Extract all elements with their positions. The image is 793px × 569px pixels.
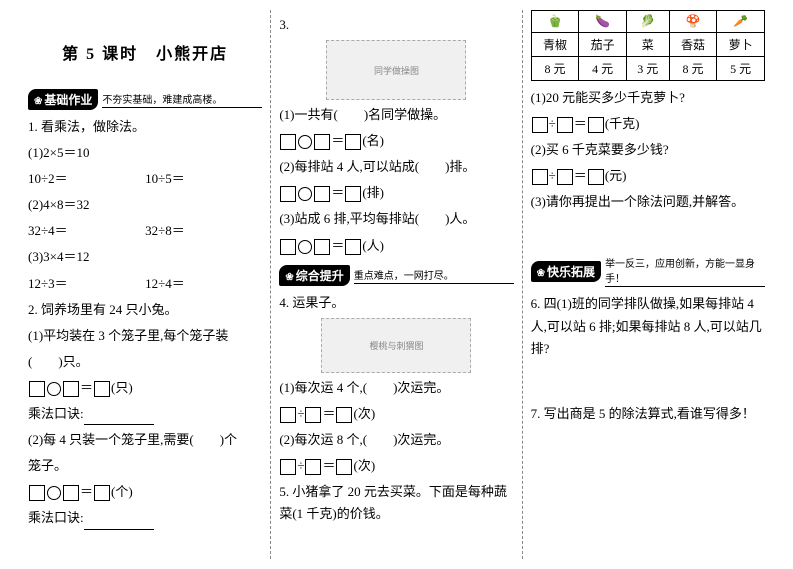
q3-num: 3. — [279, 14, 513, 36]
q3-b1: ＝(名) — [279, 130, 513, 152]
veg-name: 茄子 — [579, 33, 627, 57]
q4-title: 4. 运果子。 — [279, 292, 513, 314]
q2-boxes1: ＝(只) — [28, 377, 262, 399]
column-1: 第 5 课时 小熊开店 基础作业 不夯实基础，难建成高楼。 1. 看乘法，做除法… — [20, 10, 271, 559]
veg-icon: 🫑 — [531, 11, 579, 33]
q2-p1b: ( )只。 — [28, 351, 262, 373]
q6: 6. 四(1)班的同学排队做操,如果每排站 4 人,可以站 6 排;如果每排站 … — [531, 293, 765, 359]
veg-icon: 🍄 — [669, 11, 717, 33]
unit: (个) — [111, 484, 133, 499]
unit: (人) — [362, 238, 384, 253]
unit: (次) — [353, 458, 375, 473]
veg-price: 8 元 — [669, 57, 717, 81]
q2-p1a: (1)平均装在 3 个笼子里,每个笼子装 — [28, 325, 262, 347]
veg-icon: 🥕 — [717, 11, 765, 33]
q2-p2b: 笼子。 — [28, 455, 262, 477]
veg-name: 香菇 — [669, 33, 717, 57]
q4-p1: (1)每次运 4 个,( )次运完。 — [279, 377, 513, 399]
fruit-image: 樱桃与刺猬图 — [321, 318, 471, 373]
eq: 10÷2＝ — [28, 168, 145, 190]
q5-p3: (3)请你再提出一个除法问题,并解答。 — [531, 191, 765, 213]
eq: 10÷5＝ — [145, 168, 262, 190]
q4-b1: ÷＝(次) — [279, 403, 513, 425]
q2-title: 2. 饲养场里有 24 只小兔。 — [28, 299, 262, 321]
unit: (千克) — [605, 116, 640, 131]
unit: (元) — [605, 168, 627, 183]
veg-price: 3 元 — [626, 57, 669, 81]
veg-name: 萝卜 — [717, 33, 765, 57]
q7: 7. 写出商是 5 的除法算式,看谁写得多！ — [531, 403, 765, 425]
unit: (名) — [362, 133, 384, 148]
q3-b2: ＝(排) — [279, 182, 513, 204]
q1-title: 1. 看乘法，做除法。 — [28, 116, 262, 138]
q2-mul1: 乘法口诀: — [28, 403, 262, 425]
q3-p3: (3)站成 6 排,平均每排站( )人。 — [279, 208, 513, 230]
lesson-title: 第 5 课时 小熊开店 — [28, 40, 262, 64]
basic-tagline: 不夯实基础，难建成高楼。 — [102, 91, 262, 108]
q5-b1: ÷＝(千克) — [531, 113, 765, 135]
q4-b2: ÷＝(次) — [279, 455, 513, 477]
column-2: 3. 同学做操图 (1)一共有( )名同学做操。 ＝(名) (2)每排站 4 人… — [271, 10, 522, 559]
students-image: 同学做操图 — [326, 40, 466, 100]
q2-p2a: (2)每 4 只装一个笼子里,需要( )个 — [28, 429, 262, 451]
table-row: 🫑 🍆 🥬 🍄 🥕 — [531, 11, 764, 33]
column-3: 🫑 🍆 🥬 🍄 🥕 青椒 茄子 菜 香菇 萝卜 8 元 4 元 3 元 8 元 … — [523, 10, 773, 559]
table-row: 青椒 茄子 菜 香菇 萝卜 — [531, 33, 764, 57]
unit: (次) — [353, 406, 375, 421]
unit: (只) — [111, 380, 133, 395]
q5-title: 5. 小猪拿了 20 元去买菜。下面是每种蔬菜(1 千克)的价钱。 — [279, 481, 513, 525]
eq: 12÷4＝ — [145, 273, 262, 295]
q3-p2: (2)每排站 4 人,可以站成( )排。 — [279, 156, 513, 178]
q5-p1: (1)20 元能买多少千克萝卜? — [531, 87, 765, 109]
q5-p2: (2)买 6 千克菜要多少钱? — [531, 139, 765, 161]
basic-badge: 基础作业 — [28, 89, 98, 110]
veg-price: 4 元 — [579, 57, 627, 81]
veg-icon: 🥬 — [626, 11, 669, 33]
veg-icon: 🍆 — [579, 11, 627, 33]
ext-tagline: 举一反三，应用创新，方能一显身手！ — [605, 255, 765, 287]
q1-2-eqs: 32÷4＝ 32÷8＝ — [28, 220, 262, 242]
q3-b3: ＝(人) — [279, 235, 513, 257]
veg-price-table: 🫑 🍆 🥬 🍄 🥕 青椒 茄子 菜 香菇 萝卜 8 元 4 元 3 元 8 元 … — [531, 10, 765, 81]
section-ext-header: 快乐拓展 举一反三，应用创新，方能一显身手！ — [531, 255, 765, 287]
section-synth-header: 综合提升 重点难点，一网打尽。 — [279, 265, 513, 286]
veg-price: 5 元 — [717, 57, 765, 81]
synth-badge: 综合提升 — [279, 265, 349, 286]
q4-p2: (2)每次运 8 个,( )次运完。 — [279, 429, 513, 451]
unit: (排) — [362, 185, 384, 200]
eq: 12÷3＝ — [28, 273, 145, 295]
q2-boxes2: ＝(个) — [28, 481, 262, 503]
q1-1-eqs: 10÷2＝ 10÷5＝ — [28, 168, 262, 190]
veg-name: 青椒 — [531, 33, 579, 57]
section-basic-header: 基础作业 不夯实基础，难建成高楼。 — [28, 89, 262, 110]
q2-mul2: 乘法口诀: — [28, 507, 262, 529]
q1-3-eqs: 12÷3＝ 12÷4＝ — [28, 273, 262, 295]
veg-price: 8 元 — [531, 57, 579, 81]
q1-3p: (3)3×4＝12 — [28, 246, 262, 268]
eq: 32÷4＝ — [28, 220, 145, 242]
ext-badge: 快乐拓展 — [531, 261, 601, 282]
q5-b2: ÷＝(元) — [531, 165, 765, 187]
q1-2p: (2)4×8＝32 — [28, 194, 262, 216]
q3-p1: (1)一共有( )名同学做操。 — [279, 104, 513, 126]
table-row: 8 元 4 元 3 元 8 元 5 元 — [531, 57, 764, 81]
synth-tagline: 重点难点，一网打尽。 — [354, 267, 514, 284]
eq: 32÷8＝ — [145, 220, 262, 242]
veg-name: 菜 — [626, 33, 669, 57]
q1-1p: (1)2×5＝10 — [28, 142, 262, 164]
